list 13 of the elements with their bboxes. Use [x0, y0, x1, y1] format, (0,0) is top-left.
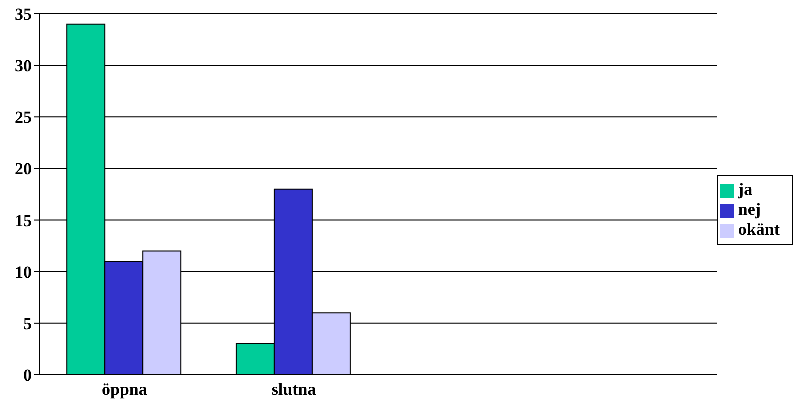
legend-label: nej	[738, 200, 762, 218]
y-tick-label: 15	[15, 211, 32, 230]
y-tick-label: 5	[24, 314, 32, 334]
x-tick-label: slutna	[272, 380, 317, 400]
y-tick-label: 25	[15, 108, 32, 128]
y-tick-label: 10	[15, 262, 32, 282]
y-tick-label: 0	[24, 366, 32, 386]
x-tick-label: öppna	[102, 380, 148, 400]
y-tick-label: 30	[15, 56, 32, 76]
y-tick-label: 20	[15, 160, 32, 179]
legend-label: ja	[738, 180, 753, 198]
legend-label: okänt	[738, 220, 780, 238]
y-tick-label: 35	[15, 5, 32, 24]
